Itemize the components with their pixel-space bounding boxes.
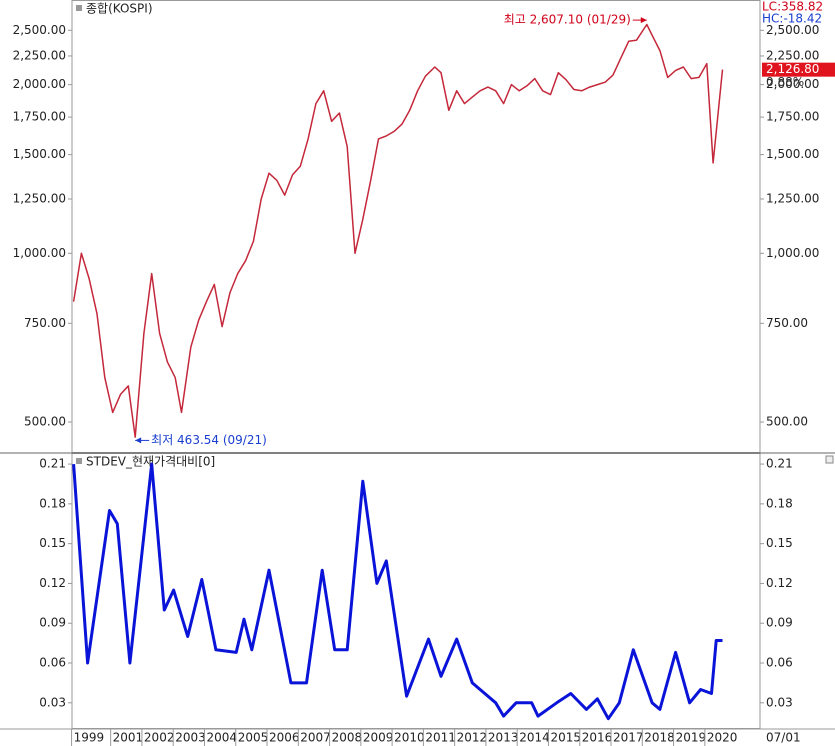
y-tick-label: 0.18 <box>39 496 66 510</box>
change-label: 0.88% <box>766 75 804 89</box>
title-icon <box>76 5 82 11</box>
y2-tick-label: 0.12 <box>766 576 793 590</box>
y2-tick-label: 1,250.00 <box>766 192 819 206</box>
last-price-label: 2,126.80 <box>766 62 819 76</box>
y2-tick-label: 750.00 <box>766 316 808 330</box>
y-tick-label: 0.03 <box>39 695 66 709</box>
y-tick-label: 1,250.00 <box>13 192 66 206</box>
x-tick-label: 2009 <box>363 731 394 745</box>
y-tick-label: 2,000.00 <box>13 77 66 91</box>
y2-tick-label: 0.18 <box>766 496 793 510</box>
annotation-label: 최고 2,607.10 (01/29) <box>504 13 631 27</box>
y2-tick-label: 0.15 <box>766 536 793 550</box>
y2-tick-label: 500.00 <box>766 414 808 428</box>
y-tick-label: 500.00 <box>24 414 66 428</box>
last-price-box <box>762 62 835 77</box>
x-tick-label: 2008 <box>332 731 363 745</box>
y-tick-label: 0.06 <box>39 656 66 670</box>
y-tick-label: 1,750.00 <box>13 110 66 124</box>
x-tick-label: 2005 <box>238 731 269 745</box>
data-line <box>72 23 724 438</box>
x-tick-label: 2003 <box>175 731 206 745</box>
y-tick-label: 0.15 <box>39 536 66 550</box>
x-tick-label: 2017 <box>613 731 644 745</box>
title-icon <box>76 458 82 464</box>
y2-tick-label: 0.03 <box>766 695 793 709</box>
x-tick-label: 1999 <box>74 731 105 745</box>
y-tick-label: 2,500.00 <box>13 23 66 37</box>
y2-tick-label: 2,000.00 <box>766 77 819 91</box>
x-tick-label: 2014 <box>519 731 550 745</box>
annotation-label: 최저 463.54 (09/21) <box>151 433 267 447</box>
x-tick-label: 2018 <box>644 731 675 745</box>
y-tick-label: 750.00 <box>24 316 66 330</box>
y2-tick-label: 0.06 <box>766 656 793 670</box>
panel-title: 종합(KOSPI) <box>86 2 153 16</box>
x-tick-label: 2004 <box>206 731 237 745</box>
y-tick-label: 2,250.00 <box>13 48 66 62</box>
y-tick-label: 0.12 <box>39 576 66 590</box>
y-tick-label: 0.09 <box>39 616 66 630</box>
y2-tick-label: 1,500.00 <box>766 147 819 161</box>
lc-label: LC:358.82 <box>762 0 823 14</box>
panel-title: STDEV_현재가격대비[0] <box>86 455 215 469</box>
y2-tick-label: 0.21 <box>766 457 793 471</box>
y2-tick-label: 2,500.00 <box>766 23 819 37</box>
y2-tick-label: 1,750.00 <box>766 110 819 124</box>
hc-label: HC:-18.42 <box>762 12 822 26</box>
data-line <box>72 462 723 721</box>
y-tick-label: 1,500.00 <box>13 147 66 161</box>
y-tick-label: 1,000.00 <box>13 246 66 260</box>
annotation-arrowhead <box>135 437 142 444</box>
y-tick-label: 0.21 <box>39 457 66 471</box>
x-tick-label: 2020 <box>707 731 738 745</box>
x-tick-label: 2002 <box>144 731 175 745</box>
x-tick-label: 2007 <box>300 731 331 745</box>
x-tick-label: 2001 <box>113 731 144 745</box>
y2-tick-label: 2,250.00 <box>766 48 819 62</box>
x-tick-label: 2015 <box>550 731 581 745</box>
y2-tick-label: 1,000.00 <box>766 246 819 260</box>
close-button[interactable] <box>825 455 834 464</box>
x-tick-label: 2010 <box>394 731 425 745</box>
y2-tick-label: 0.09 <box>766 616 793 630</box>
x-tick-label: 2016 <box>582 731 613 745</box>
x-tick-label: 2012 <box>457 731 488 745</box>
x-tick-label: 2013 <box>488 731 519 745</box>
x-tick-label: 2011 <box>425 731 456 745</box>
x-tick-label: 2019 <box>676 731 707 745</box>
annotation-arrowhead <box>640 17 647 24</box>
end-date-label: 07/01 <box>766 731 801 745</box>
x-tick-label: 2006 <box>269 731 300 745</box>
